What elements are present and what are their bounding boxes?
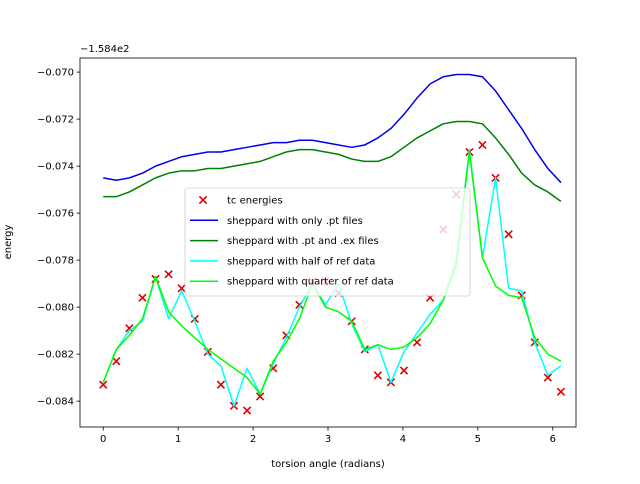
x-axis-label: torsion angle (radians) <box>271 459 385 470</box>
y-tick-label: −0.082 <box>37 350 74 361</box>
y-axis: −0.084 −0.082 −0.080 −0.078 −0.076 −0.074 −0.0… <box>37 68 80 408</box>
scatter-point <box>164 270 173 279</box>
legend-label: tc energies <box>227 196 283 207</box>
legend-label: sheppard with quarter of ref data <box>227 277 394 288</box>
legend-item: sheppard with half of ref data <box>190 256 375 267</box>
plot-frame <box>79 57 577 428</box>
scatter-point <box>373 371 383 380</box>
series-line-4 <box>102 151 562 395</box>
scatter-point <box>242 406 252 415</box>
x-tick-label: 2 <box>250 434 256 445</box>
y-offset-label: −1.584e2 <box>80 44 130 55</box>
y-tick-label: −0.084 <box>37 397 74 408</box>
y-tick-label: −0.078 <box>37 256 74 267</box>
legend-item: sheppard with .pt and .ex files <box>190 236 379 247</box>
scatter-point <box>399 366 409 375</box>
scatter-point <box>138 293 147 302</box>
scatter-point <box>125 324 134 333</box>
series-line-1 <box>103 73 562 184</box>
y-tick-label: −0.074 <box>37 162 74 173</box>
x-tick-label: 4 <box>400 434 406 445</box>
x-tick-label: 0 <box>100 434 106 445</box>
legend-box <box>184 187 471 297</box>
legend-label: sheppard with half of ref data <box>227 256 375 267</box>
legend-label: sheppard with only .pt files <box>227 216 363 227</box>
x-axis: 0 1 2 3 4 5 6 <box>100 427 556 445</box>
y-tick-label: −0.080 <box>37 303 74 314</box>
y-tick-label: −0.072 <box>37 115 74 126</box>
legend-marker <box>198 195 208 205</box>
scatter-point <box>255 392 265 401</box>
y-tick-label: −0.076 <box>37 209 74 220</box>
scatter-point <box>112 357 121 366</box>
scatter-point <box>478 140 487 150</box>
scatter-point <box>216 380 226 389</box>
x-tick-label: 1 <box>175 434 181 445</box>
legend-label: sheppard with .pt and .ex files <box>227 236 379 247</box>
legend: tc energies sheppard with only .pt files s… <box>184 187 471 297</box>
legend-item: sheppard with only .pt files <box>190 216 363 227</box>
scatter-point <box>177 284 186 293</box>
series-line-2 <box>103 120 562 202</box>
scatter-point <box>543 373 553 382</box>
x-tick-label: 3 <box>325 434 331 445</box>
y-axis-label: energy <box>3 224 14 259</box>
series-layer <box>99 73 566 415</box>
x-tick-label: 5 <box>475 434 481 445</box>
scatter-point <box>556 387 566 396</box>
y-tick-label: −0.070 <box>37 68 74 79</box>
scatter-point <box>504 230 513 239</box>
scatter-point <box>99 380 108 389</box>
legend-item: sheppard with quarter of ref data <box>190 277 394 288</box>
x-tick-label: 6 <box>550 434 556 445</box>
legend-item: tc energies <box>198 195 283 207</box>
